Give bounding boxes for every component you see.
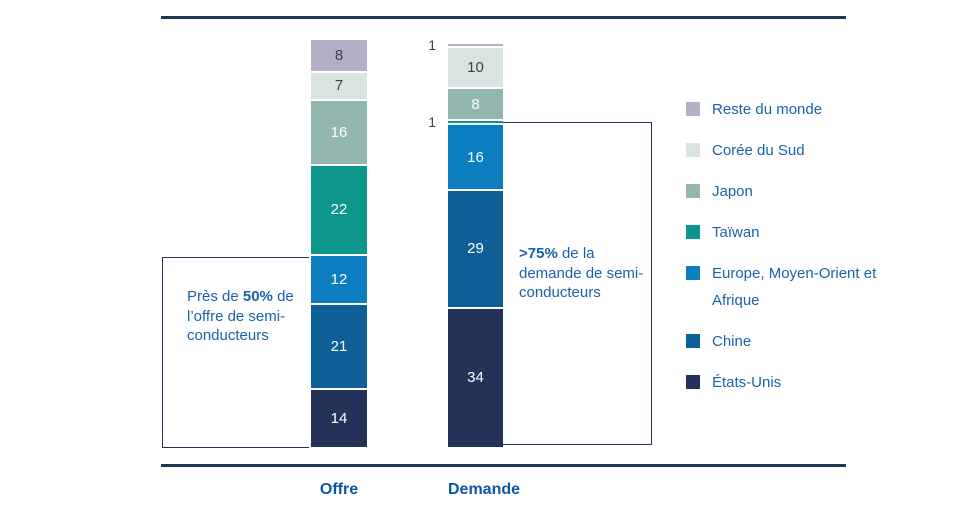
supply-annotation-box: Près de 50% de l’offre de semi-conducteu…: [162, 257, 309, 448]
legend-item-europe-moyen-orient-et-afrique: Europe, Moyen-Orient et Afrique: [686, 260, 892, 314]
bar-segment-offre-coree-du-sud: 7: [311, 72, 367, 102]
bar-segment-offre-europe-moyen-orient-et-afrique: 12: [311, 255, 367, 305]
outside-value-label-demande-taiwan: 1: [428, 114, 436, 131]
legend-item-coree-du-sud: Corée du Sud: [686, 137, 892, 164]
legend-item-japon: Japon: [686, 178, 892, 205]
legend-item-etats-unis: États-Unis: [686, 369, 892, 396]
legend-swatch-reste-du-monde: [686, 102, 700, 116]
bar-segment-offre-chine: 21: [311, 304, 367, 391]
legend-label-reste-du-monde: Reste du monde: [712, 101, 823, 118]
legend-item-reste-du-monde: Reste du monde: [686, 96, 892, 123]
bar-segment-demande-coree-du-sud: 10: [448, 48, 503, 89]
bar-segment-demande-taiwan: [448, 121, 503, 126]
legend-item-taiwan: Taïwan: [686, 219, 892, 246]
legend-swatch-europe-moyen-orient-et-afrique: [686, 266, 700, 280]
legend: Reste du monde Corée du Sud Japon Taïwan Eur…: [686, 96, 892, 396]
axis-label-offre: Offre: [319, 481, 359, 498]
legend-label-coree-du-sud: Corée du Sud: [712, 142, 805, 159]
bar-segment-demande-reste-du-monde: [448, 44, 503, 49]
legend-swatch-japon: [686, 184, 700, 198]
demand-annotation-box: >75% de la demande de semi-conducteurs: [503, 122, 652, 445]
bar-segment-demande-europe-moyen-orient-et-afrique: 16: [448, 125, 503, 191]
bar-segment-offre-taiwan: 22: [311, 166, 367, 256]
bar-segment-offre-reste-du-monde: 8: [311, 40, 367, 73]
top-rule: [161, 16, 846, 19]
legend-label-etats-unis: États-Unis: [712, 374, 782, 391]
legend-item-chine: Chine: [686, 328, 892, 355]
bar-segment-offre-etats-unis: 14: [311, 390, 367, 447]
legend-swatch-etats-unis: [686, 375, 700, 389]
axis-label-demande: Demande: [448, 481, 521, 498]
legend-label-taiwan: Taïwan: [712, 224, 760, 241]
bar-segment-demande-etats-unis: 34: [448, 308, 503, 447]
bar-segment-demande-chine: 29: [448, 190, 503, 309]
legend-swatch-coree-du-sud: [686, 143, 700, 157]
legend-label-chine: Chine: [712, 333, 752, 350]
outside-value-label-demande-reste-du-monde: 1: [428, 37, 436, 54]
bar-segment-offre-japon: 16: [311, 101, 367, 167]
demand-annotation-text: >75% de la demande de semi-conducteurs: [519, 245, 644, 301]
legend-swatch-taiwan: [686, 225, 700, 239]
supply-annotation-text: Près de 50% de l’offre de semi-conducteu…: [187, 288, 294, 344]
legend-swatch-chine: [686, 334, 700, 348]
legend-label-japon: Japon: [712, 183, 753, 200]
legend-label-europe-moyen-orient-et-afrique: Europe, Moyen-Orient et Afrique: [712, 265, 877, 309]
bar-segment-demande-japon: 8: [448, 88, 503, 122]
bottom-rule: [161, 464, 846, 467]
